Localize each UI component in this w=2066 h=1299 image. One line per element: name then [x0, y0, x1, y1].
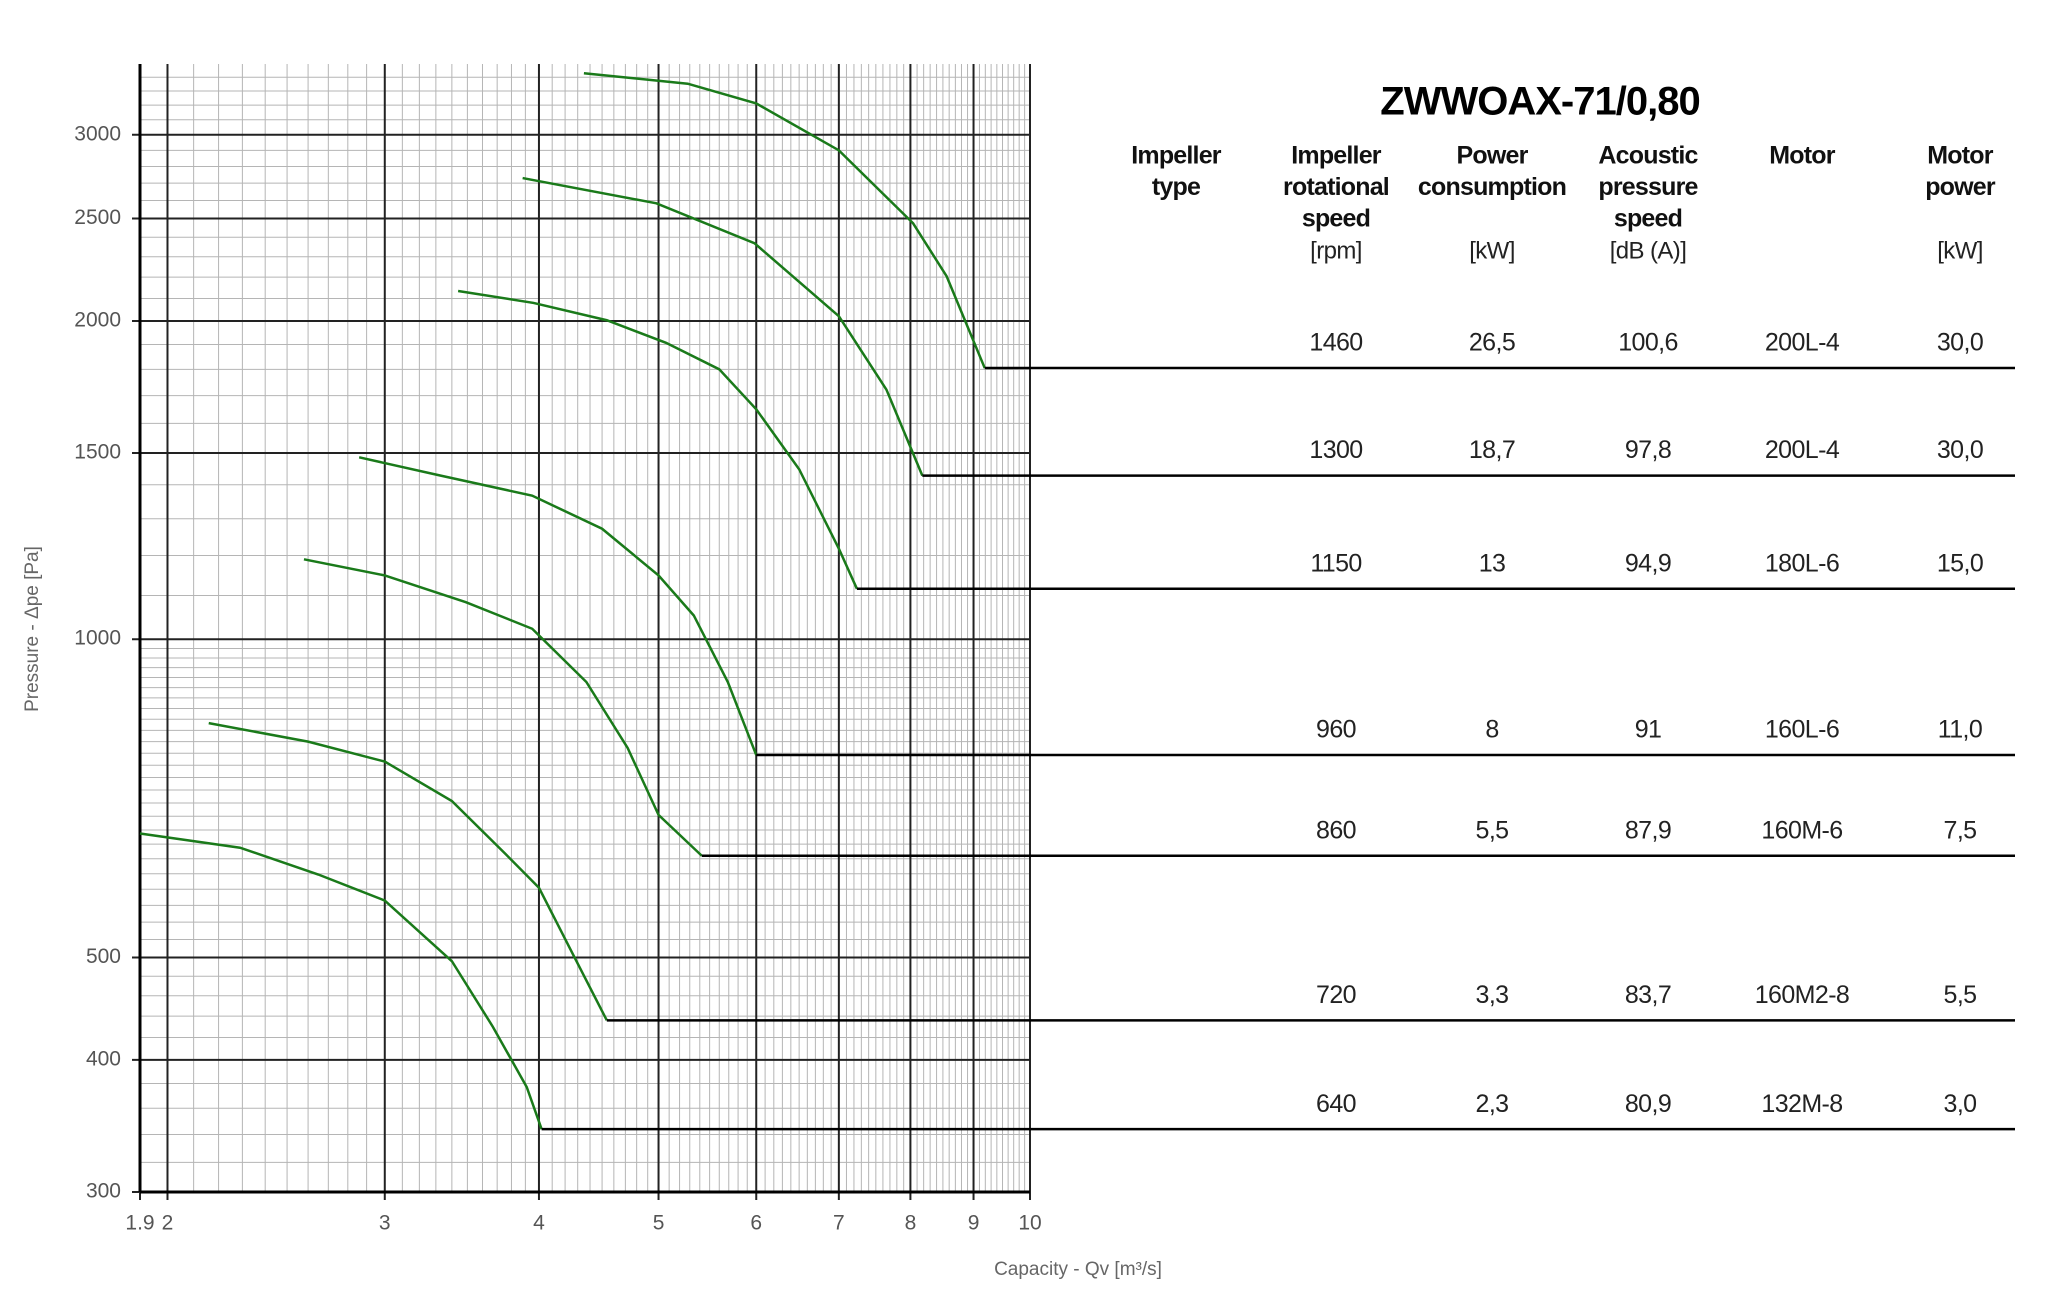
table-cell: 132M-8: [1761, 1090, 1842, 1118]
table-cell: 100,6: [1618, 329, 1678, 357]
column-unit: [kW]: [1469, 237, 1515, 264]
table-cell: 15,0: [1937, 549, 1983, 577]
table-cell: 720: [1316, 981, 1356, 1009]
column-header: consumption: [1418, 173, 1566, 201]
table-cell: 960: [1316, 716, 1356, 744]
column-header: speed: [1302, 205, 1370, 233]
y-tick-label: 2000: [74, 308, 121, 331]
y-tick-label: 1000: [74, 627, 121, 650]
table-cell: 640: [1316, 1090, 1356, 1118]
column-header: rotational: [1283, 173, 1389, 201]
curve: [303, 558, 703, 857]
table-cell: 860: [1316, 816, 1356, 844]
curve: [583, 72, 986, 369]
table-cell: 87,9: [1625, 816, 1671, 844]
table-cell: 26,5: [1469, 329, 1515, 357]
table-cell: 1460: [1309, 329, 1362, 357]
x-tick-label: 10: [1018, 1212, 1041, 1235]
table-cell: 200L-4: [1765, 436, 1840, 464]
column-header: Motor: [1927, 142, 1993, 170]
curve: [358, 456, 758, 756]
table-cell: 30,0: [1937, 329, 1983, 357]
table-cell: 3,0: [1944, 1090, 1977, 1118]
table-cell: 180L-6: [1765, 549, 1839, 577]
column-header: Power: [1456, 142, 1528, 170]
x-tick-label: 8: [905, 1212, 917, 1235]
x-tick-label: 7: [833, 1212, 845, 1235]
table-cell: 2,3: [1476, 1090, 1509, 1118]
table-cell: 18,7: [1469, 436, 1515, 464]
table-cell: 3,3: [1476, 981, 1509, 1009]
table-cell: 160L-6: [1765, 716, 1839, 744]
table-cell: 8: [1485, 716, 1498, 744]
x-tick-label: 4: [533, 1212, 545, 1235]
column-unit: [dB (A)]: [1610, 237, 1687, 264]
curve: [457, 289, 859, 590]
table-cell: 97,8: [1625, 436, 1671, 464]
x-tick-label: 3: [379, 1212, 391, 1235]
column-header: Motor: [1769, 142, 1835, 170]
table-cell: 13: [1479, 549, 1506, 577]
table-cell: 83,7: [1625, 981, 1671, 1009]
table-cell: 5,5: [1944, 981, 1977, 1009]
table-cell: 160M2-8: [1755, 981, 1849, 1009]
y-tick-label: 300: [86, 1180, 121, 1203]
column-header: Acoustic: [1598, 142, 1698, 170]
table-cell: 160M-6: [1761, 816, 1842, 844]
table-cell: 200L-4: [1765, 329, 1840, 357]
column-header: power: [1925, 173, 1996, 201]
curve: [208, 721, 608, 1021]
x-tick-label: 2: [162, 1212, 174, 1235]
table-cell: 80,9: [1625, 1090, 1671, 1118]
table-title: ZWWOAX-71/0,80: [1380, 80, 1699, 124]
table-cell: 11,0: [1938, 716, 1982, 744]
x-axis-title: Capacity - Qv [m³/s]: [994, 1259, 1162, 1280]
column-header: Impeller: [1131, 142, 1222, 170]
column-header: Impeller: [1291, 142, 1382, 170]
column-header: type: [1152, 173, 1201, 201]
y-tick-label: 500: [86, 945, 121, 968]
column-header: pressure: [1598, 173, 1698, 201]
x-tick-label: 1.9: [125, 1212, 154, 1235]
x-tick-label: 9: [968, 1212, 980, 1235]
table-cell: 94,9: [1625, 549, 1671, 577]
table-cell: 1150: [1310, 549, 1361, 577]
y-tick-label: 1500: [74, 441, 121, 464]
table-cell: 5,5: [1476, 816, 1509, 844]
y-tick-label: 3000: [74, 122, 121, 145]
y-axis-title: Pressure - Δpe [Pa]: [22, 546, 43, 712]
x-tick-label: 6: [750, 1212, 762, 1235]
table-cell: 91: [1635, 716, 1662, 744]
column-header: speed: [1614, 205, 1682, 233]
x-tick-label: 5: [653, 1212, 665, 1235]
table-cell: 1300: [1309, 436, 1362, 464]
column-unit: [rpm]: [1310, 237, 1362, 264]
curve: [139, 832, 543, 1130]
curve: [522, 176, 924, 477]
y-tick-label: 2500: [74, 206, 121, 229]
column-unit: [kW]: [1937, 237, 1983, 264]
y-tick-label: 400: [86, 1047, 121, 1070]
table-cell: 7,5: [1944, 816, 1977, 844]
table-cell: 30,0: [1937, 436, 1983, 464]
